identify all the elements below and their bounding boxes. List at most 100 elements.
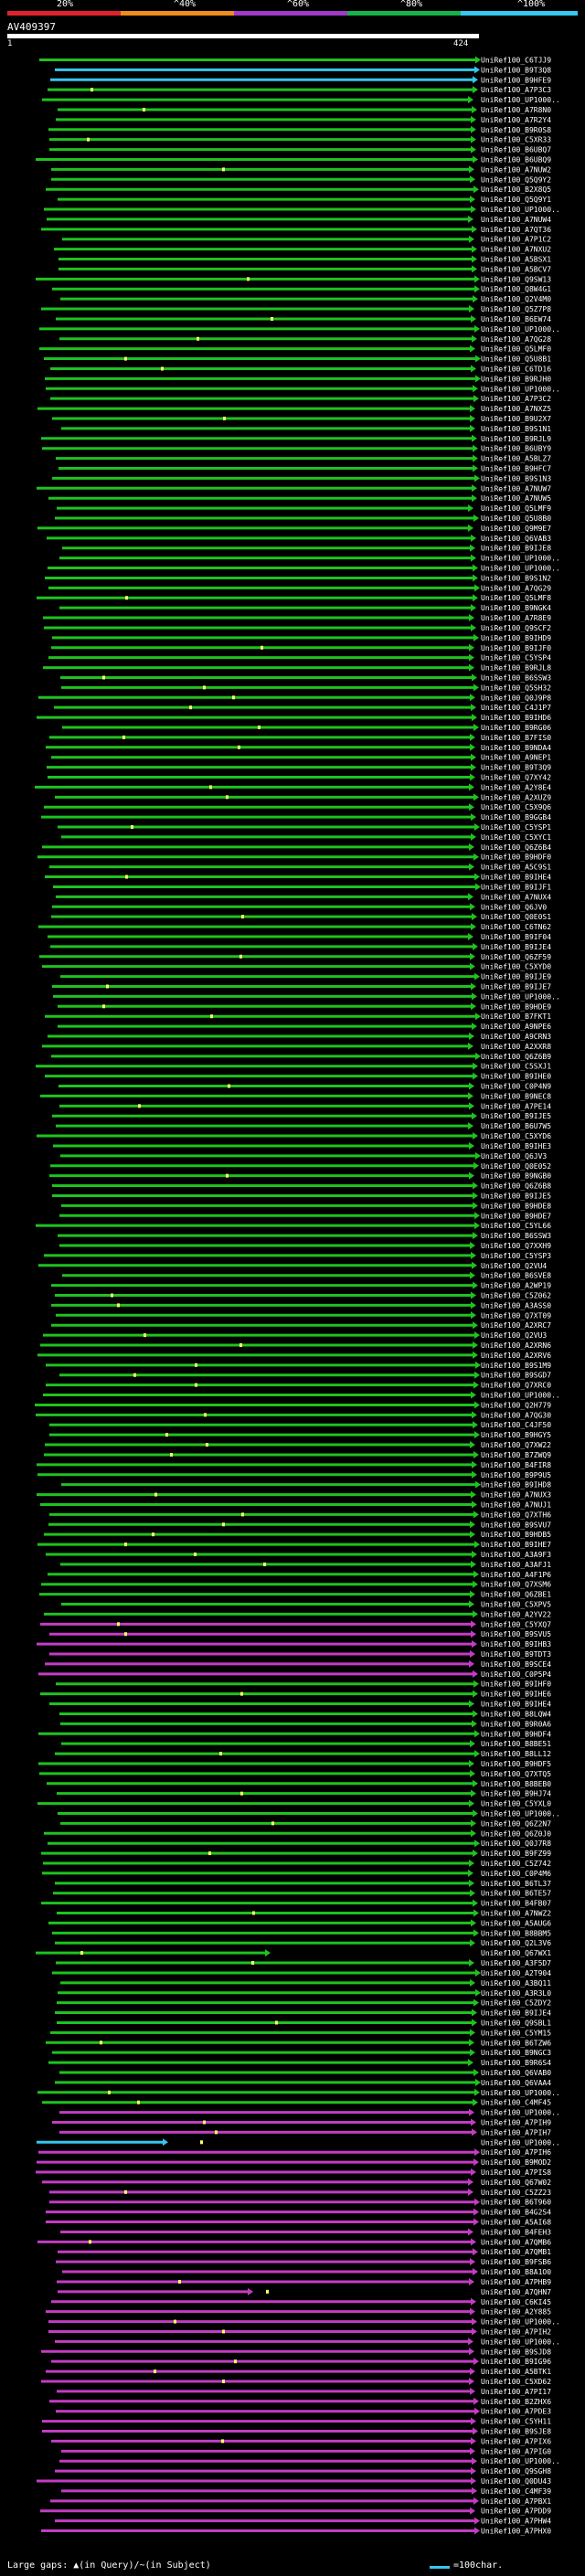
hit-label[interactable]: UniRef100_B9MOD2 xyxy=(481,2158,551,2167)
hit-label[interactable]: UniRef100_Q6ZBE1 xyxy=(481,1591,551,1599)
hit-label[interactable]: UniRef100_Q0J9P8 xyxy=(481,694,551,702)
hit-label[interactable]: UniRef100_Q5U8B0 xyxy=(481,514,551,523)
hit-label[interactable]: UniRef100_B9SGD7 xyxy=(481,1372,551,1380)
hit-label[interactable]: UniRef100_A2XXR8 xyxy=(481,1043,551,1051)
hit-row[interactable]: UniRef100_B9R6S4 xyxy=(48,2059,551,2067)
hit-row[interactable]: UniRef100_C0P4M6 xyxy=(42,1869,551,1878)
hit-label[interactable]: UniRef100_B9IHD6 xyxy=(481,714,551,722)
hit-label[interactable]: UniRef100_UP1000.. xyxy=(481,555,560,563)
hit-row[interactable]: UniRef100_B9HDF4 xyxy=(38,1730,551,1738)
hit-label[interactable]: UniRef100_C5Z742 xyxy=(481,1860,551,1868)
hit-row[interactable]: UniRef100_C5XR33 xyxy=(49,135,551,144)
hit-row[interactable]: UniRef100_C5ZDY2 xyxy=(57,1998,551,2008)
hit-label[interactable]: UniRef100_B9HDE9 xyxy=(481,1002,551,1011)
hit-label[interactable]: UniRef100_B9TDT3 xyxy=(481,1650,551,1659)
hit-row[interactable]: UniRef100_UP1000.. xyxy=(53,992,560,1001)
hit-label[interactable]: UniRef100_B4FIR8 xyxy=(481,1461,551,1469)
hit-row[interactable]: UniRef100_A7NUW4 xyxy=(47,215,551,224)
hit-row[interactable]: UniRef100_C5YXQ7 xyxy=(40,1620,551,1628)
hit-label[interactable]: UniRef100_Q5Z7P8 xyxy=(481,305,551,313)
hit-label[interactable]: UniRef100_A2Y8E4 xyxy=(481,783,551,791)
hit-label[interactable]: UniRef100_B9IHF0 xyxy=(481,1680,551,1689)
hit-row[interactable]: UniRef100_Q6ZF59 xyxy=(39,952,551,961)
hit-row[interactable]: UniRef100_Q2VU4 xyxy=(38,1261,547,1270)
hit-label[interactable]: UniRef100_A7QMB6 xyxy=(481,2238,551,2246)
hit-row[interactable]: UniRef100_B9FZ99 xyxy=(41,1850,551,1858)
hit-label[interactable]: UniRef100_A7QT36 xyxy=(481,226,551,234)
hit-label[interactable]: UniRef100_Q6Z2N7 xyxy=(481,1819,551,1828)
hit-label[interactable]: UniRef100_UP1000.. xyxy=(481,992,560,1001)
hit-row[interactable]: UniRef100_B9P9U5 xyxy=(37,1470,551,1479)
hit-row[interactable]: UniRef100_B9TDT3 xyxy=(49,1650,551,1659)
hit-label[interactable]: UniRef100_A7NUX3 xyxy=(481,1491,551,1500)
hit-label[interactable]: UniRef100_C5XYC1 xyxy=(481,833,551,842)
hit-label[interactable]: UniRef100_B9T3Q9 xyxy=(481,764,551,772)
hit-label[interactable]: UniRef100_A7QG30 xyxy=(481,1411,551,1419)
hit-label[interactable]: UniRef100_B9RJH0 xyxy=(481,375,551,383)
hit-label[interactable]: UniRef100_UP1000.. xyxy=(481,2337,560,2346)
hit-row[interactable]: UniRef100_B9IJE4 xyxy=(55,2009,551,2018)
hit-label[interactable]: UniRef100_B4FEH3 xyxy=(481,2228,551,2236)
hit-label[interactable]: UniRef100_C5ZDY2 xyxy=(481,1999,551,2008)
hit-row[interactable]: UniRef100_A2Y885 xyxy=(46,2307,551,2316)
hit-row[interactable]: UniRef100_Q67W02 xyxy=(42,2178,551,2187)
hit-row[interactable]: UniRef100_B9T3Q8 xyxy=(55,66,551,74)
hit-label[interactable]: UniRef100_UP1000.. xyxy=(481,1392,560,1400)
hit-label[interactable]: UniRef100_A5C9S1 xyxy=(481,864,551,872)
hit-label[interactable]: UniRef100_B9HJ74 xyxy=(481,1790,551,1798)
hit-label[interactable]: UniRef100_B2ZHX6 xyxy=(481,2398,551,2406)
hit-row[interactable]: UniRef100_B9IHD9 xyxy=(52,633,551,642)
hit-row[interactable]: UniRef100_B6TL37 xyxy=(55,1879,551,1888)
hit-row[interactable]: UniRef100_Q7XSM6 xyxy=(41,1580,551,1589)
hit-row[interactable]: UniRef100_A7R8N0 xyxy=(58,105,551,114)
hit-row[interactable]: UniRef100_C4MF45 xyxy=(42,2098,551,2107)
hit-row[interactable]: UniRef100_Q67WX1 xyxy=(36,1949,551,1957)
hit-row[interactable]: UniRef100_Q6VAB3 xyxy=(47,534,551,543)
hit-label[interactable]: UniRef100_A7PHB9 xyxy=(481,2278,551,2286)
hit-label[interactable]: UniRef100_Q7XXH9 xyxy=(481,1242,551,1250)
hit-label[interactable]: UniRef100_Q2VU3 xyxy=(481,1331,547,1340)
hit-row[interactable]: UniRef100_Q6ZBE1 xyxy=(39,1590,551,1599)
hit-label[interactable]: UniRef100_B9HDF4 xyxy=(481,1730,551,1738)
hit-label[interactable]: UniRef100_A7PIG0 xyxy=(481,2447,551,2455)
hit-row[interactable]: UniRef100_Q7XTQ5 xyxy=(39,1769,551,1778)
hit-row[interactable]: UniRef100_Q5U8B0 xyxy=(55,514,551,523)
hit-label[interactable]: UniRef100_A7PHW4 xyxy=(481,2518,551,2526)
hit-label[interactable]: UniRef100_B9IHE0 xyxy=(481,1073,551,1081)
hit-row[interactable]: UniRef100_C4J1P7 xyxy=(54,704,551,712)
hit-row[interactable]: UniRef100_A7P1C2 xyxy=(62,235,551,244)
hit-label[interactable]: UniRef100_A7PIS8 xyxy=(481,2168,551,2177)
hit-row[interactable]: UniRef100_A7NUJ1 xyxy=(40,1500,551,1509)
hit-row[interactable]: UniRef100_Q7XY42 xyxy=(48,773,551,782)
hit-label[interactable]: UniRef100_B9U2X7 xyxy=(481,415,551,423)
hit-row[interactable]: UniRef100_Q8W4G1 xyxy=(52,285,551,293)
hit-row[interactable]: UniRef100_A7PI17 xyxy=(57,2387,551,2396)
hit-label[interactable]: UniRef100_B6TL37 xyxy=(481,1880,551,1888)
hit-row[interactable]: UniRef100_UP1000.. xyxy=(48,564,560,573)
hit-row[interactable]: UniRef100_B9SVU5 xyxy=(49,1630,551,1638)
hit-label[interactable]: UniRef100_B4FB07 xyxy=(481,1900,551,1908)
hit-label[interactable]: UniRef100_B9IHB3 xyxy=(481,1640,551,1648)
hit-row[interactable]: UniRef100_B9HDE7 xyxy=(59,1212,551,1220)
hit-row[interactable]: UniRef100_B9IJE9 xyxy=(60,972,551,981)
hit-row[interactable]: UniRef100_B9NGK4 xyxy=(59,604,551,612)
hit-label[interactable]: UniRef100_A3BQ11 xyxy=(481,1979,551,1988)
hit-label[interactable]: UniRef100_A7PIH6 xyxy=(481,2148,551,2157)
hit-label[interactable]: UniRef100_B9IHE7 xyxy=(481,1541,551,1549)
hit-row[interactable]: UniRef100_A7PDD9 xyxy=(40,2507,551,2516)
hit-label[interactable]: UniRef100_C6TN62 xyxy=(481,923,551,931)
hit-label[interactable]: UniRef100_C5YXL0 xyxy=(481,1800,551,1808)
hit-label[interactable]: UniRef100_B9R0A6 xyxy=(481,1720,551,1728)
hit-label[interactable]: UniRef100_C6KI45 xyxy=(481,2298,551,2306)
hit-label[interactable]: UniRef100_B9HDB5 xyxy=(481,1531,551,1539)
hit-row[interactable]: UniRef100_B9HDE9 xyxy=(58,1002,551,1011)
hit-label[interactable]: UniRef100_UP1000.. xyxy=(481,325,560,334)
hit-row[interactable]: UniRef100_UP1000.. xyxy=(39,324,560,334)
hit-label[interactable]: UniRef100_A7NUW2 xyxy=(481,165,551,174)
hit-label[interactable]: UniRef100_A7NXZ5 xyxy=(481,405,551,413)
hit-label[interactable]: UniRef100_Q2H779 xyxy=(481,1401,551,1409)
hit-row[interactable]: UniRef100_Q7XXH9 xyxy=(59,1241,551,1250)
hit-label[interactable]: UniRef100_UP1000.. xyxy=(481,2138,560,2147)
hit-row[interactable]: UniRef100_C5Z742 xyxy=(43,1860,551,1868)
hit-row[interactable]: UniRef100_A7NUX4 xyxy=(56,893,551,901)
